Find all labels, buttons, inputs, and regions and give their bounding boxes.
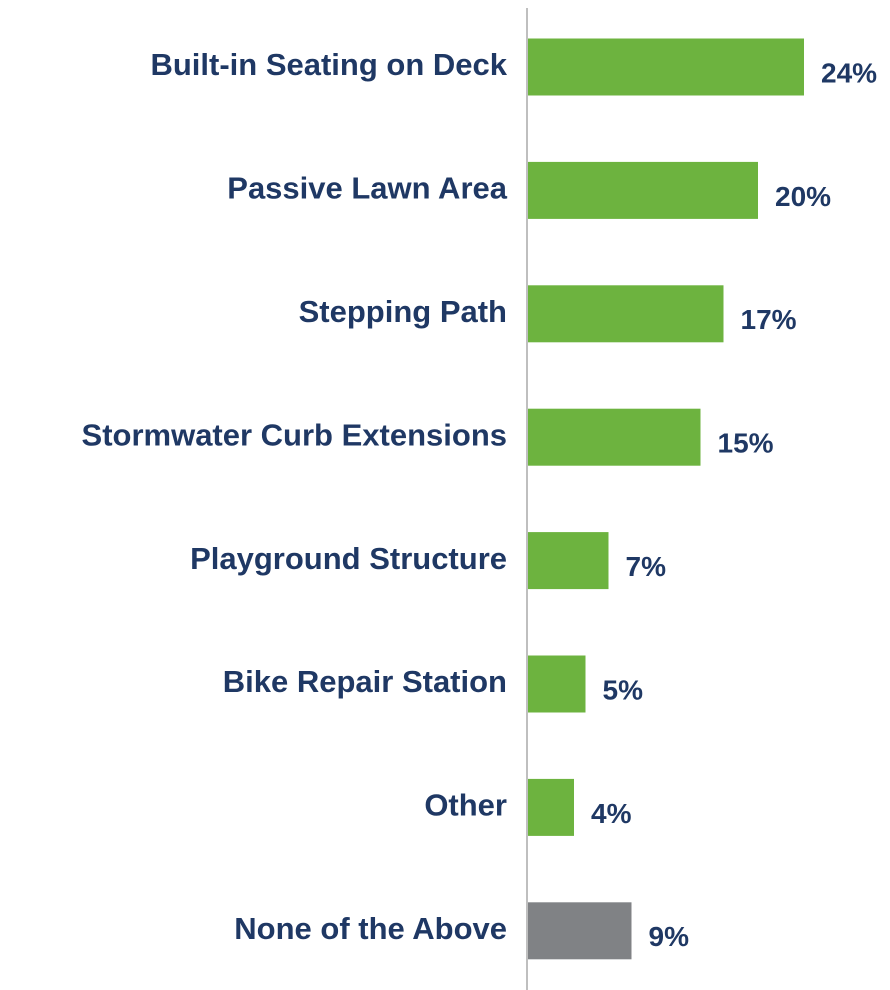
- category-label: Passive Lawn Area: [227, 171, 507, 206]
- category-label: Playground Structure: [190, 541, 507, 576]
- category-label: Stormwater Curb Extensions: [82, 417, 507, 452]
- value-label: 7%: [626, 551, 667, 582]
- bar: [528, 655, 586, 713]
- bar: [528, 902, 632, 960]
- bar: [528, 778, 574, 836]
- bar: [528, 532, 609, 590]
- value-label: 15%: [718, 428, 774, 459]
- category-label: Other: [424, 788, 507, 823]
- value-label: 4%: [591, 798, 632, 829]
- bar: [528, 38, 804, 96]
- bar: [528, 285, 724, 343]
- bar: [528, 408, 701, 466]
- value-label: 24%: [821, 57, 877, 88]
- value-label: 5%: [603, 674, 644, 705]
- category-label: Bike Repair Station: [223, 664, 507, 699]
- bar: [528, 161, 758, 219]
- value-label: 9%: [649, 921, 690, 952]
- category-label: Built-in Seating on Deck: [150, 47, 507, 82]
- value-label: 17%: [741, 304, 797, 335]
- category-label: Stepping Path: [299, 294, 507, 329]
- category-label: None of the Above: [234, 911, 507, 946]
- value-label: 20%: [775, 181, 831, 212]
